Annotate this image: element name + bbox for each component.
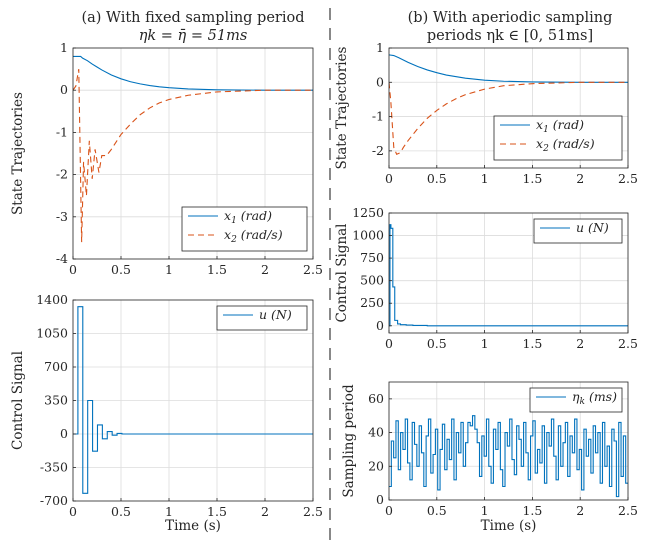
y-tick-label: 350: [44, 393, 68, 408]
x-tick-label: 0: [69, 504, 77, 519]
x-tick-label: 1: [481, 171, 489, 186]
x-tick-label: 1: [481, 336, 489, 351]
y-tick-label: -350: [40, 460, 68, 475]
legend-box: [529, 387, 623, 413]
y-tick-label: 1050: [36, 326, 68, 341]
y-tick-label: 0: [60, 426, 68, 441]
y-tick-label: 1250: [352, 205, 384, 220]
legend-label: x1 (rad): [224, 208, 272, 226]
y-axis-label: State Trajectories: [10, 92, 26, 215]
right-title-line-1: (b) With aperiodic sampling: [408, 10, 613, 26]
x-tick-label: 1.5: [207, 262, 227, 277]
right-title-line-2: periods ηk ∈ [0, 51ms]: [427, 28, 593, 44]
y-tick-label: 1000: [352, 228, 384, 243]
y-tick-label: -2: [56, 167, 68, 182]
series-line: [73, 306, 313, 494]
x-tick-label: 1.5: [522, 171, 542, 186]
y-tick-label: -4: [56, 251, 68, 266]
x-tick-label: 0: [385, 171, 393, 186]
chart-a-state: 0 0.5 1 1.5 2 2.5 -4 -3 -2 -1 0 1 State Trajectories…: [10, 40, 323, 277]
chart-b-state: 0 0.5 1 1.5 2 2.5 -2 -1 0 1 State Trajectories x1 (…: [334, 40, 638, 186]
x-tick-label: 2.5: [303, 504, 323, 519]
y-axis-label: Control Signal: [334, 223, 350, 322]
axes-frame: [388, 47, 629, 169]
y-tick-label: 1: [60, 40, 68, 55]
y-tick-label: -1: [56, 124, 68, 139]
x-tick-label: 1: [165, 504, 173, 519]
x-tick-label: 0: [69, 262, 77, 277]
y-axis-label: Sampling period: [341, 384, 357, 498]
legend-label: x2 (rad/s): [536, 136, 595, 154]
y-tick-label: 20: [368, 458, 384, 473]
x-tick-label: 1.5: [522, 336, 542, 351]
legend-label: x2 (rad/s): [224, 227, 283, 245]
y-tick-label: 1: [376, 40, 384, 55]
x-tick-label: 0: [385, 336, 393, 351]
x-tick-label: 1: [165, 262, 173, 277]
y-tick-label: 500: [360, 273, 384, 288]
y-tick-label: 0: [60, 82, 68, 97]
x-tick-label: 2: [261, 262, 269, 277]
x-tick-label: 2: [576, 171, 584, 186]
chart-a-control: 0 0.5 1 1.5 2 2.5 -700 -350 0 350 700 1050 1400 Contr…: [10, 292, 323, 534]
y-tick-label: 700: [44, 359, 68, 374]
y-tick-label: 0: [376, 74, 384, 89]
y-tick-label: 250: [360, 295, 384, 310]
legend-label: u (N): [576, 220, 609, 235]
legend-label: x1 (rad): [536, 117, 584, 135]
x-tick-label: 0.5: [427, 336, 447, 351]
left-title-line-2: ηk = η̄ = 51ms: [139, 28, 248, 44]
legend-box: [216, 305, 308, 331]
y-tick-label: -700: [40, 493, 68, 508]
x-tick-label: 0.5: [111, 262, 131, 277]
y-tick-label: 60: [368, 391, 384, 406]
axes-frame: [72, 47, 314, 260]
y-tick-label: 0: [376, 492, 384, 507]
y-axis-label: State Trajectories: [334, 46, 350, 169]
x-tick-label: 0.5: [427, 503, 447, 518]
x-tick-label: 1.5: [522, 503, 542, 518]
axes-frame: [388, 381, 629, 501]
y-tick-label: -1: [372, 109, 384, 124]
series-line: [73, 55, 313, 91]
x-tick-label: 2: [261, 504, 269, 519]
x-axis-label: Time (s): [481, 518, 537, 534]
left-title-line-1: (a) With fixed sampling period: [81, 10, 304, 26]
legend-box: [533, 218, 623, 244]
legend-box: [493, 115, 623, 161]
series-line: [389, 224, 628, 327]
x-tick-label: 2.5: [303, 262, 323, 277]
legend-label: ηk (ms): [572, 389, 617, 407]
x-tick-label: 0.5: [427, 171, 447, 186]
legend-box: [181, 206, 308, 252]
x-tick-label: 2.5: [618, 503, 638, 518]
chart-b-period: 0 0.5 1 1.5 2 2.5 0 20 40 60 Sampling period Time (…: [341, 381, 638, 534]
y-tick-label: 1400: [36, 292, 68, 307]
x-tick-label: 0.5: [111, 504, 131, 519]
x-tick-label: 2.5: [618, 171, 638, 186]
legend-label: u (N): [259, 307, 292, 322]
y-tick-label: -2: [372, 143, 384, 158]
y-axis-label: Control Signal: [10, 351, 26, 450]
x-axis-label: Time (s): [165, 518, 221, 534]
x-tick-label: 1.5: [207, 504, 227, 519]
x-tick-label: 2: [576, 503, 584, 518]
series-line: [389, 54, 628, 83]
x-tick-label: 2: [576, 336, 584, 351]
y-tick-label: -3: [56, 209, 68, 224]
y-tick-label: 750: [360, 250, 384, 265]
x-tick-label: 1: [481, 503, 489, 518]
y-tick-label: 40: [368, 425, 384, 440]
series-line: [73, 69, 313, 243]
series-line: [389, 415, 628, 498]
axes-frame: [388, 212, 629, 334]
y-tick-label: 0: [376, 318, 384, 333]
x-tick-label: 2.5: [618, 336, 638, 351]
series-line: [389, 81, 628, 156]
x-tick-label: 0: [385, 503, 393, 518]
